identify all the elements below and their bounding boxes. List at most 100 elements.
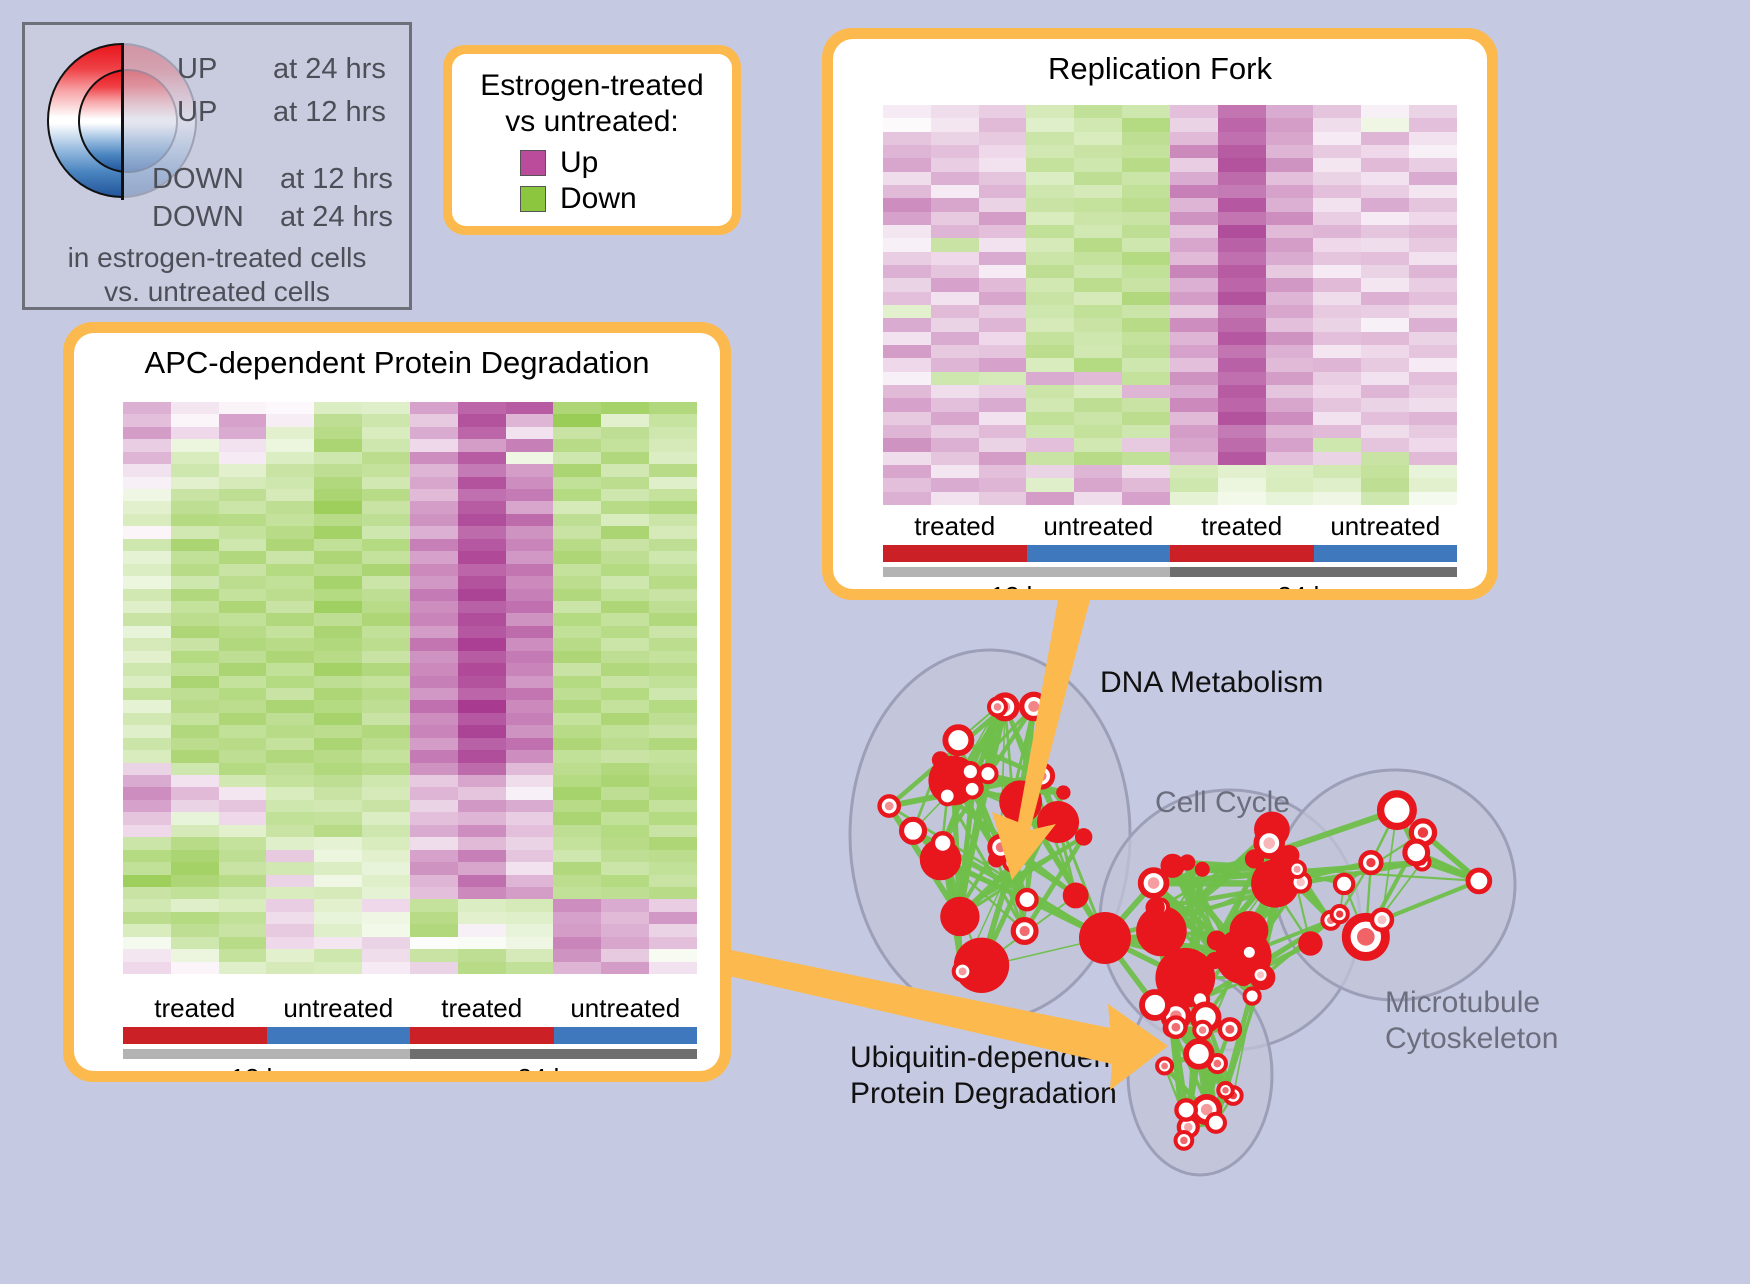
heatmap-cell (979, 145, 1027, 158)
heatmap-cell (601, 514, 649, 526)
heatmap-cell (362, 713, 410, 725)
heatmap-cell (649, 787, 697, 799)
heatmap-cell (649, 663, 697, 675)
heatmap-cell (1409, 225, 1457, 238)
heatmap-cell (171, 676, 219, 688)
heatmap-cell (1313, 212, 1361, 225)
heatmap-cell (1266, 185, 1314, 198)
heatmap-cell (553, 676, 601, 688)
heatmap-cell (506, 439, 554, 451)
heatmap-cell (506, 937, 554, 949)
network-node-ring (902, 819, 925, 842)
heatmap-cell (1361, 305, 1409, 318)
heatmap-cell (314, 514, 362, 526)
network-node-ring (1186, 1041, 1212, 1067)
heatmap-cell (314, 564, 362, 576)
heatmap-cell (1313, 292, 1361, 305)
heatmap-cell (314, 626, 362, 638)
heatmap-cell (1409, 158, 1457, 171)
heatmap-cell (123, 539, 171, 551)
heatmap-cell (979, 198, 1027, 211)
heatmap-cell (1170, 185, 1218, 198)
heatmap-cell (553, 812, 601, 824)
heatmap-cell (266, 501, 314, 513)
heatmap-cell (362, 949, 410, 961)
heatmap-cell (314, 887, 362, 899)
heatmap-cell (601, 501, 649, 513)
heatmap-cell (123, 949, 171, 961)
heatmap-cell (1170, 318, 1218, 331)
heatmap-cell (1122, 278, 1170, 291)
heatmap-cell (123, 738, 171, 750)
heatmap-cell (123, 551, 171, 563)
heatmap-cell (1218, 452, 1266, 465)
heatmap-cell (601, 937, 649, 949)
network-node-solid (1207, 931, 1227, 951)
heatmap-cell (1026, 332, 1074, 345)
heatmap-cell (1218, 238, 1266, 251)
heatmap-cell (1170, 452, 1218, 465)
heatmap-cell (649, 676, 697, 688)
heatmap-cell (979, 238, 1027, 251)
heatmap-cell (1218, 478, 1266, 491)
heatmap-cell (171, 688, 219, 700)
heatmap-cell (1074, 372, 1122, 385)
heatmap-cell (314, 713, 362, 725)
heatmap-cell (219, 949, 267, 961)
heatmap-cell (410, 551, 458, 563)
heatmap-cell (649, 924, 697, 936)
heatmap-cell (219, 576, 267, 588)
heatmap-cell (171, 949, 219, 961)
heatmap-cell (1218, 212, 1266, 225)
heatmap-cell (123, 725, 171, 737)
heatmap-cell (1122, 238, 1170, 251)
heatmap-cell (601, 713, 649, 725)
heatmap-cell (171, 862, 219, 874)
heatmap-cell (1361, 385, 1409, 398)
heatmap-cell (506, 676, 554, 688)
heatmap-cell (219, 850, 267, 862)
wheel-time-down-12: at 12 hrs (280, 165, 393, 194)
heatmap-cell (171, 414, 219, 426)
heatmap-cell (458, 564, 506, 576)
heatmap-cell (171, 402, 219, 414)
heatmap-cell (883, 465, 931, 478)
heatmap-cell (1170, 372, 1218, 385)
heatmap-cell (314, 501, 362, 513)
heatmap-cell (1361, 105, 1409, 118)
network-node-core (1009, 859, 1016, 866)
heatmap-cell (553, 750, 601, 762)
heatmap-cell (506, 850, 554, 862)
heatmap-cell (649, 613, 697, 625)
heatmap-cell (410, 937, 458, 949)
heatmap-cell (1026, 438, 1074, 451)
heatmap-cell (1170, 145, 1218, 158)
heatmap-cell (1026, 212, 1074, 225)
heatmap-cell (123, 862, 171, 874)
heatmap-cell (458, 725, 506, 737)
heatmap-cell (1026, 478, 1074, 491)
heatmap-cell (1361, 438, 1409, 451)
rf-time-label-0: 12 hrs (883, 581, 1170, 589)
rf-group-label-0: treated (883, 511, 1027, 542)
heatmap-cell (219, 962, 267, 974)
heatmap-cell (410, 676, 458, 688)
heatmap-cell (362, 601, 410, 613)
cluster-label-dna-metabolism: DNA Metabolism (1100, 665, 1323, 701)
rf-group-segment (883, 545, 1027, 562)
heatmap-cell (1409, 425, 1457, 438)
heatmap-cell (1122, 318, 1170, 331)
heatmap-cell (123, 899, 171, 911)
heatmap-cell (1218, 118, 1266, 131)
heatmap-cell (123, 464, 171, 476)
heatmap-cell (1170, 478, 1218, 491)
heatmap-cell (1218, 358, 1266, 371)
heatmap-cell (1218, 398, 1266, 411)
heatmap-cell (171, 825, 219, 837)
key-legend-item-up: Up (520, 146, 722, 180)
heatmap-cell (219, 564, 267, 576)
heatmap-cell (219, 452, 267, 464)
heatmap-cell (1122, 465, 1170, 478)
network-node-ring (1245, 989, 1260, 1004)
heatmap-cell (410, 489, 458, 501)
